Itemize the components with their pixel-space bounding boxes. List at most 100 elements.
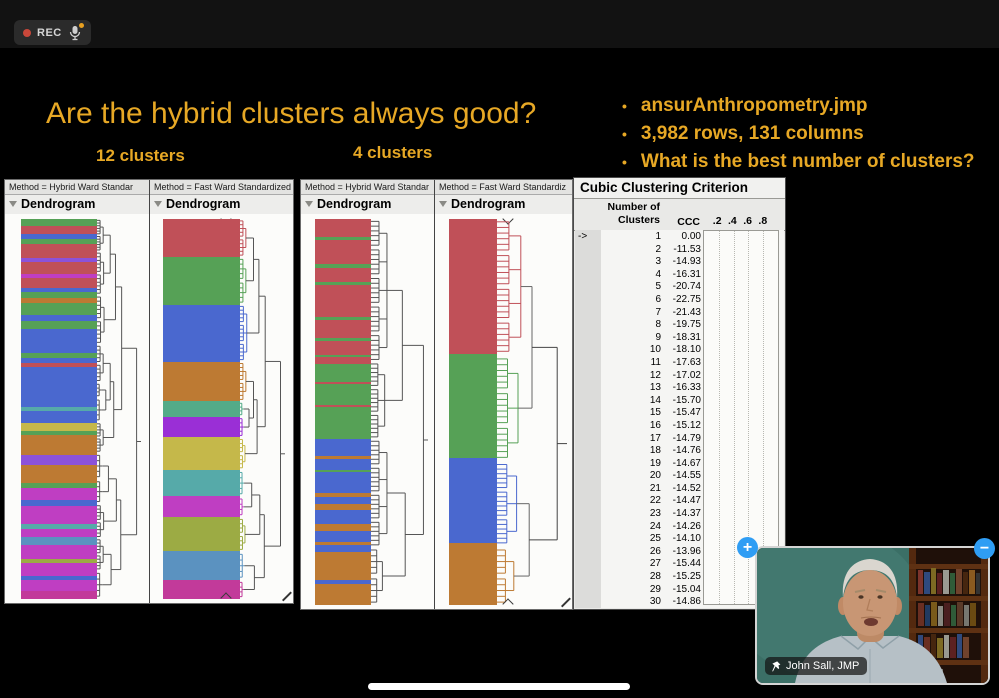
dendrogram-outline-header[interactable]: Dendrogram (435, 195, 572, 215)
cluster-color-bar (21, 219, 97, 599)
window-resize-handle[interactable] (282, 592, 291, 601)
cluster-color-bar (449, 219, 497, 605)
ccc-table-row[interactable]: 2 -11.53 (575, 244, 703, 257)
ccc-table-row[interactable]: 19 -14.67 (575, 458, 703, 471)
row-marker (575, 269, 601, 282)
ccc-table-row[interactable]: 15 -15.47 (575, 407, 703, 420)
cell-number-of-clusters: 11 (650, 356, 661, 368)
ccc-table-row[interactable]: 9 -18.31 (575, 332, 703, 345)
webcam-video-tile[interactable]: John Sall, JMP (755, 546, 990, 685)
ccc-table-row[interactable]: 25 -14.10 (575, 533, 703, 546)
bullet-text: 3,982 rows, 131 columns (640, 123, 864, 144)
row-marker (575, 344, 601, 357)
ccc-table-row[interactable]: 17 -14.79 (575, 433, 703, 446)
microphone-icon[interactable] (68, 22, 84, 41)
ccc-table-row[interactable]: 13 -16.33 (575, 382, 703, 395)
cluster-color-segment (315, 551, 371, 580)
zoom-in-button[interactable]: + (737, 537, 758, 558)
ccc-table-row[interactable]: 7 -21.43 (575, 307, 703, 320)
ccc-table-row[interactable]: 6 -22.75 (575, 294, 703, 307)
ccc-table-row[interactable]: 24 -14.26 (575, 521, 703, 534)
ccc-table-row[interactable]: 27 -15.44 (575, 558, 703, 571)
ccc-table-row[interactable]: 14 -15.70 (575, 395, 703, 408)
cluster-color-segment (21, 423, 97, 431)
cluster-color-segment (315, 579, 371, 584)
row-marker (575, 483, 601, 496)
dendrogram-outline-header[interactable]: Dendrogram (301, 195, 434, 215)
cluster-color-segment (21, 545, 97, 560)
ccc-table-row[interactable]: 28 -15.25 (575, 571, 703, 584)
cluster-color-segment (315, 354, 371, 357)
ccc-table-row[interactable]: 22 -14.47 (575, 495, 703, 508)
disclosure-triangle-icon[interactable] (154, 201, 162, 207)
recording-indicator[interactable]: REC (14, 20, 91, 45)
cluster-color-segment (315, 284, 371, 317)
cell-ccc-value: -15.25 (672, 571, 701, 583)
cell-number-of-clusters: 12 (649, 369, 661, 381)
cluster-color-segment (315, 493, 371, 498)
row-marker (575, 307, 601, 320)
home-indicator-bar[interactable] (368, 683, 630, 690)
ccc-table-row[interactable]: 30 -14.86 (575, 596, 703, 609)
ccc-table-row[interactable]: 20 -14.55 (575, 470, 703, 483)
cluster-color-segment (21, 590, 97, 599)
dendrogram-canvas[interactable] (301, 214, 434, 609)
row-marker (575, 281, 601, 294)
plot-gridline (748, 231, 750, 604)
cluster-color-segment (449, 543, 497, 605)
cell-ccc-value: -15.44 (672, 558, 701, 570)
cell-number-of-clusters: 23 (649, 508, 661, 520)
ccc-table-row[interactable]: -> 1 0.00 (575, 231, 703, 244)
disclosure-triangle-icon[interactable] (305, 201, 313, 207)
ccc-table-row[interactable]: 26 -13.96 (575, 546, 703, 559)
cluster-color-segment (21, 291, 97, 298)
cluster-color-segment (163, 401, 240, 417)
cell-ccc-value: -14.76 (672, 445, 701, 457)
disclosure-triangle-icon[interactable] (439, 201, 447, 207)
cluster-color-segment (21, 234, 97, 240)
cluster-color-segment (21, 287, 97, 292)
ccc-table-row[interactable]: 8 -19.75 (575, 319, 703, 332)
window-resize-handle[interactable] (561, 598, 570, 607)
cell-number-of-clusters: 1 (655, 231, 661, 242)
ccc-table-row[interactable]: 5 -20.74 (575, 281, 703, 294)
cluster-color-segment (21, 411, 97, 424)
cell-ccc-value: -14.26 (672, 520, 701, 532)
cluster-color-segment (21, 563, 97, 576)
cell-ccc-value: -15.47 (672, 407, 701, 419)
dendrogram-canvas[interactable] (5, 214, 149, 603)
plot-gridline (763, 231, 765, 604)
dendrogram-outline-header[interactable]: Dendrogram (150, 195, 293, 215)
ccc-table-row[interactable]: 21 -14.52 (575, 483, 703, 496)
cluster-color-segment (21, 302, 97, 315)
collapse-video-button[interactable]: − (974, 538, 995, 559)
ccc-table-row[interactable]: 16 -15.12 (575, 420, 703, 433)
cell-number-of-clusters: 21 (649, 482, 661, 494)
dendrogram-canvas[interactable] (435, 213, 572, 609)
row-marker (575, 508, 601, 521)
cell-ccc-value: -14.10 (672, 533, 701, 545)
ccc-table-row[interactable]: 18 -14.76 (575, 445, 703, 458)
cluster-color-segment (163, 579, 240, 599)
dendrogram-canvas[interactable] (150, 213, 293, 603)
cluster-color-segment (315, 381, 371, 384)
cluster-color-segment (21, 363, 97, 367)
cluster-color-segment (315, 459, 371, 470)
row-marker (575, 445, 601, 458)
disclosure-triangle-icon[interactable] (9, 201, 17, 207)
cluster-color-segment (163, 257, 240, 305)
ccc-table-row[interactable]: 3 -14.93 (575, 256, 703, 269)
ccc-table-row[interactable]: 29 -15.04 (575, 584, 703, 597)
ccc-table-row[interactable]: 10 -18.10 (575, 344, 703, 357)
ccc-table-row[interactable]: 23 -14.37 (575, 508, 703, 521)
row-marker (575, 420, 601, 433)
cluster-color-segment (21, 328, 97, 353)
dendrogram-outline-header[interactable]: Dendrogram (5, 195, 149, 215)
jmp-report-window-12-clusters: Method = Hybrid Ward Standar Dendrogram … (4, 179, 294, 604)
cell-ccc-value: -14.86 (672, 596, 701, 608)
ccc-table-row[interactable]: 12 -17.02 (575, 370, 703, 383)
bullet-glyph: • (622, 98, 627, 114)
row-marker: -> (578, 231, 588, 242)
ccc-table-row[interactable]: 4 -16.31 (575, 269, 703, 282)
ccc-table-row[interactable]: 11 -17.63 (575, 357, 703, 370)
